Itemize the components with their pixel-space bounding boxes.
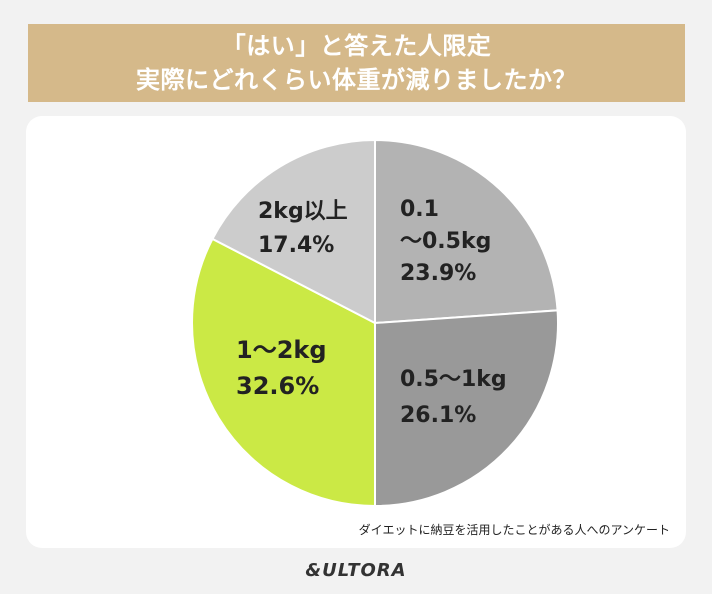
pie-slice-1	[374, 309, 559, 508]
slice-value-text: 32.6%	[236, 372, 319, 400]
pie-slice-0	[374, 138, 559, 325]
title-banner: 「はい」と答えた人限定 実際にどれくらい体重が減りましたか？	[28, 24, 685, 102]
slice-value-text: 17.4%	[258, 233, 334, 258]
title-line-1: 「はい」と答えた人限定	[221, 32, 492, 60]
slice-label-1: 0.5〜1kg 26.1%	[400, 367, 507, 428]
pie-slice-3	[211, 138, 376, 325]
slice-label-3: 2kg以上 17.4%	[258, 199, 348, 258]
survey-footnote: ダイエットに納豆を活用したことがある人へのアンケート	[358, 523, 670, 537]
slice-category-text: 0.1	[400, 197, 439, 222]
slice-category-text: 0.5〜1kg	[400, 367, 507, 392]
slice-value-text: 26.1%	[400, 403, 476, 428]
slice-value-text: 23.9%	[400, 261, 476, 286]
slice-label-2: 1〜2kg 32.6%	[236, 336, 327, 400]
slice-category-text: 〜0.5kg	[400, 229, 491, 254]
ultora-logo: &ULTORA	[305, 560, 407, 581]
title-line-2: 実際にどれくらい体重が減りましたか？	[136, 66, 577, 94]
pie-slice-2	[191, 237, 376, 508]
slice-category-text: 1〜2kg	[236, 336, 327, 364]
chart-panel: 0.1 〜0.5kg 23.9% 0.5〜1kg 26.1% 1〜2kg 32.6% 2kg以…	[26, 116, 686, 548]
slice-label-0: 0.1 〜0.5kg 23.9%	[400, 197, 491, 286]
pie-chart: 0.1 〜0.5kg 23.9% 0.5〜1kg 26.1% 1〜2kg 32.6% 2kg以…	[191, 138, 559, 508]
slice-category-text: 2kg以上	[258, 199, 348, 224]
